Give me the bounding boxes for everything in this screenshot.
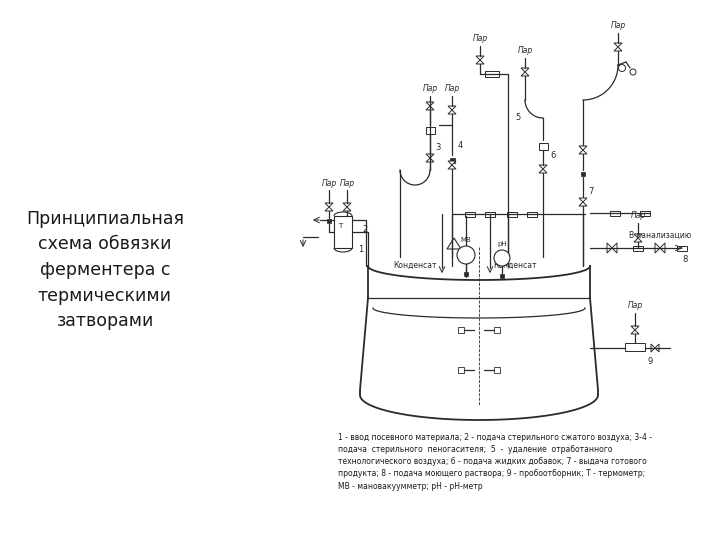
Text: Пар: Пар xyxy=(631,211,646,220)
Bar xyxy=(677,246,687,251)
Text: 6: 6 xyxy=(550,151,556,159)
Bar xyxy=(327,219,331,223)
Bar xyxy=(465,212,475,217)
Bar xyxy=(458,367,464,373)
Polygon shape xyxy=(521,68,529,72)
Text: 8: 8 xyxy=(683,255,688,265)
Bar xyxy=(507,212,517,217)
Polygon shape xyxy=(614,47,622,51)
Bar xyxy=(458,327,464,333)
Text: 9: 9 xyxy=(647,357,652,367)
Polygon shape xyxy=(634,234,642,238)
Text: 1: 1 xyxy=(359,246,364,254)
Polygon shape xyxy=(448,106,456,110)
Polygon shape xyxy=(579,202,587,206)
Polygon shape xyxy=(448,165,456,169)
Bar xyxy=(334,216,352,248)
Polygon shape xyxy=(325,203,333,207)
Polygon shape xyxy=(343,203,351,207)
Circle shape xyxy=(618,64,626,71)
Bar xyxy=(485,71,499,77)
Text: В канализацию: В канализацию xyxy=(629,231,691,240)
Polygon shape xyxy=(614,43,622,47)
Polygon shape xyxy=(476,56,484,60)
Polygon shape xyxy=(539,165,547,169)
Text: Пар: Пар xyxy=(423,84,438,93)
Polygon shape xyxy=(426,106,434,110)
Polygon shape xyxy=(655,243,660,253)
Polygon shape xyxy=(521,72,529,76)
Polygon shape xyxy=(612,243,617,253)
Text: рН: рН xyxy=(498,241,507,247)
Text: МВ: МВ xyxy=(461,237,472,243)
Text: Пар: Пар xyxy=(472,34,487,43)
Bar xyxy=(494,367,500,373)
Polygon shape xyxy=(631,330,639,334)
Bar xyxy=(527,212,537,217)
Polygon shape xyxy=(579,150,587,154)
Text: Конденсат: Конденсат xyxy=(493,261,536,270)
Bar xyxy=(500,274,504,278)
Circle shape xyxy=(630,69,636,75)
Circle shape xyxy=(494,250,510,266)
Bar xyxy=(426,126,434,133)
Polygon shape xyxy=(426,154,434,158)
Bar xyxy=(449,158,454,163)
Polygon shape xyxy=(579,146,587,150)
Bar xyxy=(625,343,645,351)
Bar xyxy=(640,211,650,215)
Text: Пар: Пар xyxy=(444,84,459,93)
Circle shape xyxy=(457,246,475,264)
Polygon shape xyxy=(607,243,612,253)
Polygon shape xyxy=(660,243,665,253)
Bar xyxy=(494,327,500,333)
Text: T: T xyxy=(338,223,342,229)
Polygon shape xyxy=(476,60,484,64)
Bar xyxy=(581,172,585,176)
Text: Конденсат: Конденсат xyxy=(393,261,437,270)
Text: 5: 5 xyxy=(516,113,521,123)
Polygon shape xyxy=(448,161,456,165)
Polygon shape xyxy=(426,158,434,162)
Polygon shape xyxy=(325,207,333,211)
Polygon shape xyxy=(651,344,655,352)
Text: 4: 4 xyxy=(457,140,463,150)
Bar xyxy=(485,212,495,217)
Text: Принципиальная
схема обвязки
ферментера с
термическими
затворами: Принципиальная схема обвязки ферментера … xyxy=(26,210,184,330)
Polygon shape xyxy=(634,238,642,242)
Bar xyxy=(539,143,547,150)
Text: Пар: Пар xyxy=(611,21,626,30)
Text: Пар: Пар xyxy=(339,179,355,188)
Polygon shape xyxy=(448,110,456,114)
Polygon shape xyxy=(579,198,587,202)
Text: Пар: Пар xyxy=(627,301,643,310)
Text: 2: 2 xyxy=(362,226,368,234)
Text: Пар: Пар xyxy=(321,179,337,188)
Text: 7: 7 xyxy=(588,187,594,197)
Text: 3: 3 xyxy=(436,144,441,152)
Bar xyxy=(610,211,620,215)
Polygon shape xyxy=(426,102,434,106)
Polygon shape xyxy=(343,207,351,211)
Text: 1 - ввод посевного материала; 2 - подача стерильного сжатого воздуха; 3-4 -
пода: 1 - ввод посевного материала; 2 - подача… xyxy=(338,433,652,491)
Polygon shape xyxy=(539,169,547,173)
Bar xyxy=(345,217,349,221)
Text: Пар: Пар xyxy=(518,46,533,55)
Polygon shape xyxy=(655,344,659,352)
Polygon shape xyxy=(631,326,639,330)
Bar xyxy=(633,246,643,251)
Bar xyxy=(464,272,468,276)
